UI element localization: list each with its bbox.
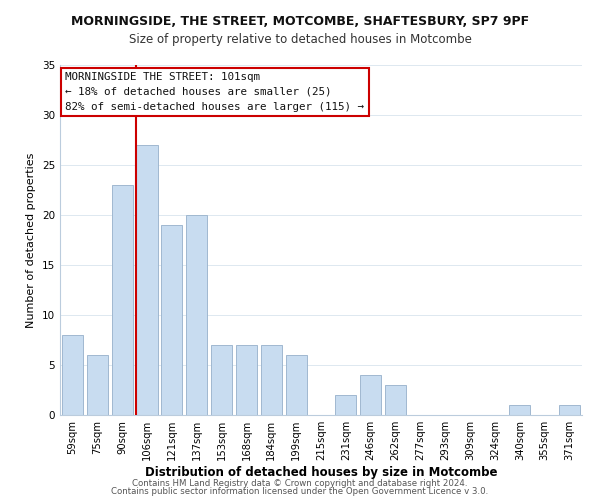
Text: Contains public sector information licensed under the Open Government Licence v : Contains public sector information licen… <box>112 487 488 496</box>
Bar <box>236 345 257 415</box>
Bar <box>211 345 232 415</box>
Bar <box>385 385 406 415</box>
Text: MORNINGSIDE, THE STREET, MOTCOMBE, SHAFTESBURY, SP7 9PF: MORNINGSIDE, THE STREET, MOTCOMBE, SHAFT… <box>71 15 529 28</box>
Bar <box>559 405 580 415</box>
Text: Size of property relative to detached houses in Motcombe: Size of property relative to detached ho… <box>128 32 472 46</box>
Bar <box>186 215 207 415</box>
Bar <box>509 405 530 415</box>
Bar <box>62 335 83 415</box>
Bar <box>261 345 282 415</box>
Bar <box>136 145 158 415</box>
Bar <box>161 225 182 415</box>
Text: Contains HM Land Registry data © Crown copyright and database right 2024.: Contains HM Land Registry data © Crown c… <box>132 478 468 488</box>
Text: MORNINGSIDE THE STREET: 101sqm
← 18% of detached houses are smaller (25)
82% of : MORNINGSIDE THE STREET: 101sqm ← 18% of … <box>65 72 364 112</box>
X-axis label: Distribution of detached houses by size in Motcombe: Distribution of detached houses by size … <box>145 466 497 479</box>
Bar <box>286 355 307 415</box>
Bar <box>335 395 356 415</box>
Y-axis label: Number of detached properties: Number of detached properties <box>26 152 37 328</box>
Bar <box>360 375 381 415</box>
Bar <box>112 185 133 415</box>
Bar <box>87 355 108 415</box>
